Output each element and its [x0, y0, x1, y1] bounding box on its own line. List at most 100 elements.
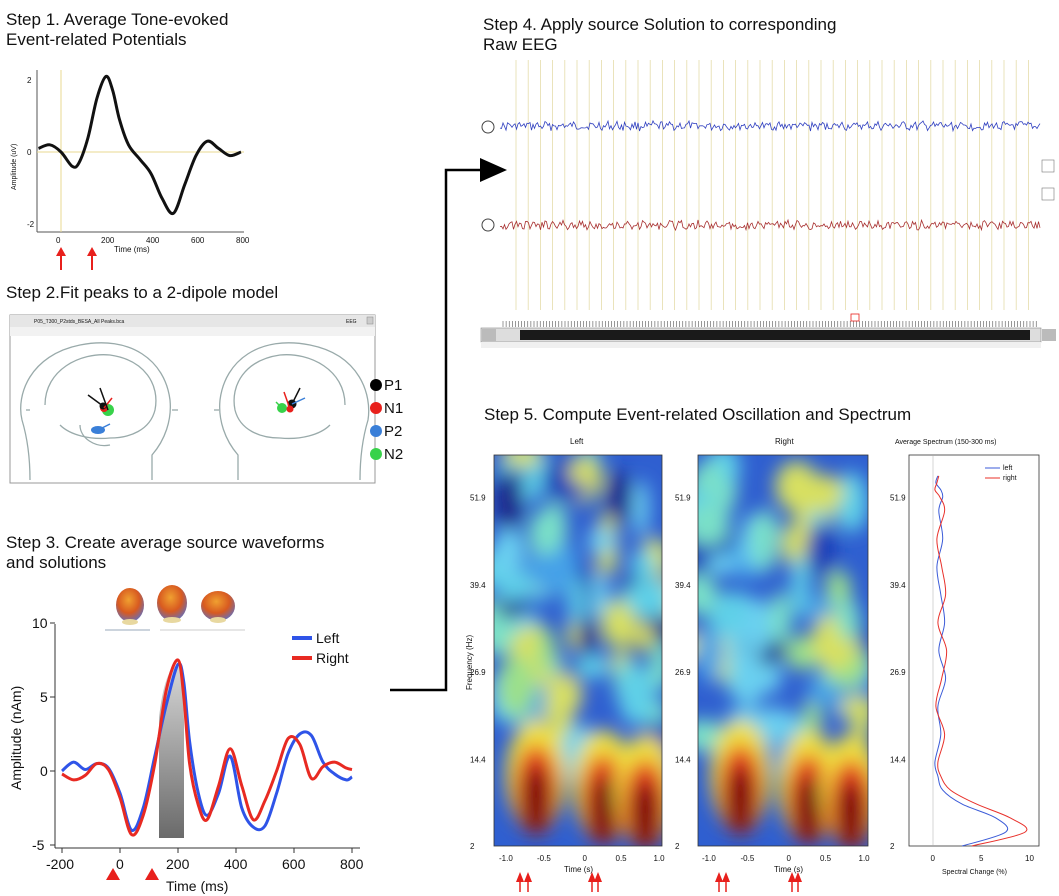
dipole-legend: P1 N1 P2 N2 [370, 377, 403, 463]
spectrum-left [934, 475, 1009, 847]
tf-left-xtick: -0.5 [537, 854, 551, 863]
p2-window-fill [159, 666, 184, 838]
tf-blob [586, 529, 616, 553]
tf-stimulus-arrow [588, 872, 596, 882]
step5-title: Step 5. Compute Event-related Oscillatio… [484, 405, 912, 424]
tf-blob [494, 527, 525, 578]
spectrum-ytick: 39.4 [890, 581, 906, 590]
tf-stimulus-arrow [722, 872, 730, 882]
tf-blob [794, 775, 823, 845]
tf-blob [786, 635, 817, 671]
tf-blob [837, 598, 860, 641]
dipole-window-title: P05_T300_P2stds_BESA_All Peaks.bca [34, 319, 125, 325]
tf-blob [494, 470, 524, 531]
spectrum-xtick: 5 [979, 854, 984, 863]
tf-stimulus-arrow [594, 872, 602, 882]
step1-ytick: -2 [27, 220, 35, 229]
tf-left-xlabel: Time (s) [564, 865, 593, 874]
tf-right-xtick: -1.0 [702, 854, 716, 863]
spectrum-xtick: 0 [931, 854, 936, 863]
tf-right-xtick: 0 [787, 854, 792, 863]
eeg-status-bar [481, 342, 1041, 348]
eeg-scroll-left[interactable] [482, 329, 496, 341]
channel-icon-left[interactable] [481, 120, 495, 134]
step2-title: Step 2.Fit peaks to a 2-dipole model [6, 283, 279, 302]
eeg-scroll-thumb[interactable] [520, 330, 1030, 340]
dipoles-left [87, 387, 114, 434]
tf-blob [497, 655, 536, 718]
spectrum-chart: left right Spectral Change (%) [908, 454, 1040, 876]
spectrum-ytick: 51.9 [890, 494, 906, 503]
tf-right-ytick: 39.4 [675, 581, 691, 590]
eeg-scroll-right[interactable] [1042, 329, 1056, 341]
step1-ylabel: Amplitude (uV) [11, 144, 18, 190]
scale-box-top[interactable] [1041, 159, 1055, 173]
step3-xtick: 200 [166, 856, 190, 872]
tf-right-title: Right [775, 437, 794, 446]
tf-blob [630, 549, 656, 581]
stimulus-arrow-2-head [87, 247, 97, 256]
step4-title: Step 4. Apply source Solution to corresp… [483, 15, 837, 54]
step3-xtick: 600 [282, 856, 306, 872]
tf-blob [840, 695, 868, 721]
step1-xtick: 400 [146, 236, 160, 245]
spectrum-right [934, 475, 1028, 847]
stimulus-arrow-4 [145, 868, 159, 880]
tf-stimulus-arrow [788, 872, 796, 882]
tf-blob [826, 570, 852, 608]
step5-ylabel: Frequency (Hz) [465, 635, 474, 690]
step1-xtick: 0 [56, 236, 61, 245]
step3-xlabel: Time (ms) [166, 878, 228, 894]
tf-right-ytick: 14.4 [675, 755, 691, 764]
tf-blob [837, 780, 865, 846]
tf-plot-left [493, 454, 663, 847]
tf-right-ytick: 26.9 [675, 668, 691, 677]
step1-xlabel: Time (ms) [114, 245, 150, 254]
tf-stimulus-arrow [516, 872, 524, 882]
step1-ytick: 0 [27, 148, 32, 157]
step3-ytick: 10 [32, 615, 48, 631]
tf-blob [601, 600, 637, 648]
tf-blob [618, 665, 655, 726]
tf-blob [536, 628, 556, 676]
tf-blob [698, 625, 723, 684]
tf-left-ytick: 39.4 [470, 581, 486, 590]
step3-xtick: 0 [116, 856, 124, 872]
channel-icon-right[interactable] [481, 218, 495, 232]
tf-blob [496, 597, 528, 619]
tf-blob [575, 654, 610, 679]
spectrum-ytick: 2 [890, 842, 895, 851]
eeg-trace-right [499, 218, 1041, 232]
step1-xtick: 600 [191, 236, 205, 245]
legend-dot-p1 [370, 379, 382, 391]
tf-stimulus-arrows [516, 872, 802, 892]
legend-dot-n1 [370, 402, 382, 414]
tf-blob [835, 471, 868, 533]
marker-strip [500, 310, 1040, 328]
legend-dot-p2 [370, 425, 382, 437]
tf-right-ytick: 51.9 [675, 494, 691, 503]
legend-label-right: Right [316, 650, 349, 666]
spectrum-ytick: 26.9 [890, 668, 906, 677]
tf-blob [549, 703, 572, 739]
tf-left-xtick: 1.0 [654, 854, 666, 863]
tf-left-ytick: 51.9 [470, 494, 486, 503]
scale-box-bottom[interactable] [1041, 187, 1055, 201]
dipole-window: P05_T300_P2stds_BESA_All Peaks.bca EEG [9, 314, 403, 484]
step1-xtick: 200 [101, 236, 115, 245]
tf-right-xlabel: Time (s) [774, 865, 803, 874]
tf-blob [706, 554, 736, 576]
legend-label-p1: P1 [384, 377, 402, 394]
legend-label-left: Left [316, 630, 339, 646]
event-highlight [850, 313, 860, 322]
head-sagittal-right [214, 342, 370, 481]
dipole-window-menu-button[interactable] [366, 316, 374, 325]
tf-blob [775, 461, 818, 512]
tf-blob [567, 578, 584, 626]
step3-xtick: 800 [340, 856, 364, 872]
eeg-trace-left [499, 119, 1041, 133]
step3-ytick: -5 [32, 837, 45, 853]
tf-blob [605, 470, 632, 525]
